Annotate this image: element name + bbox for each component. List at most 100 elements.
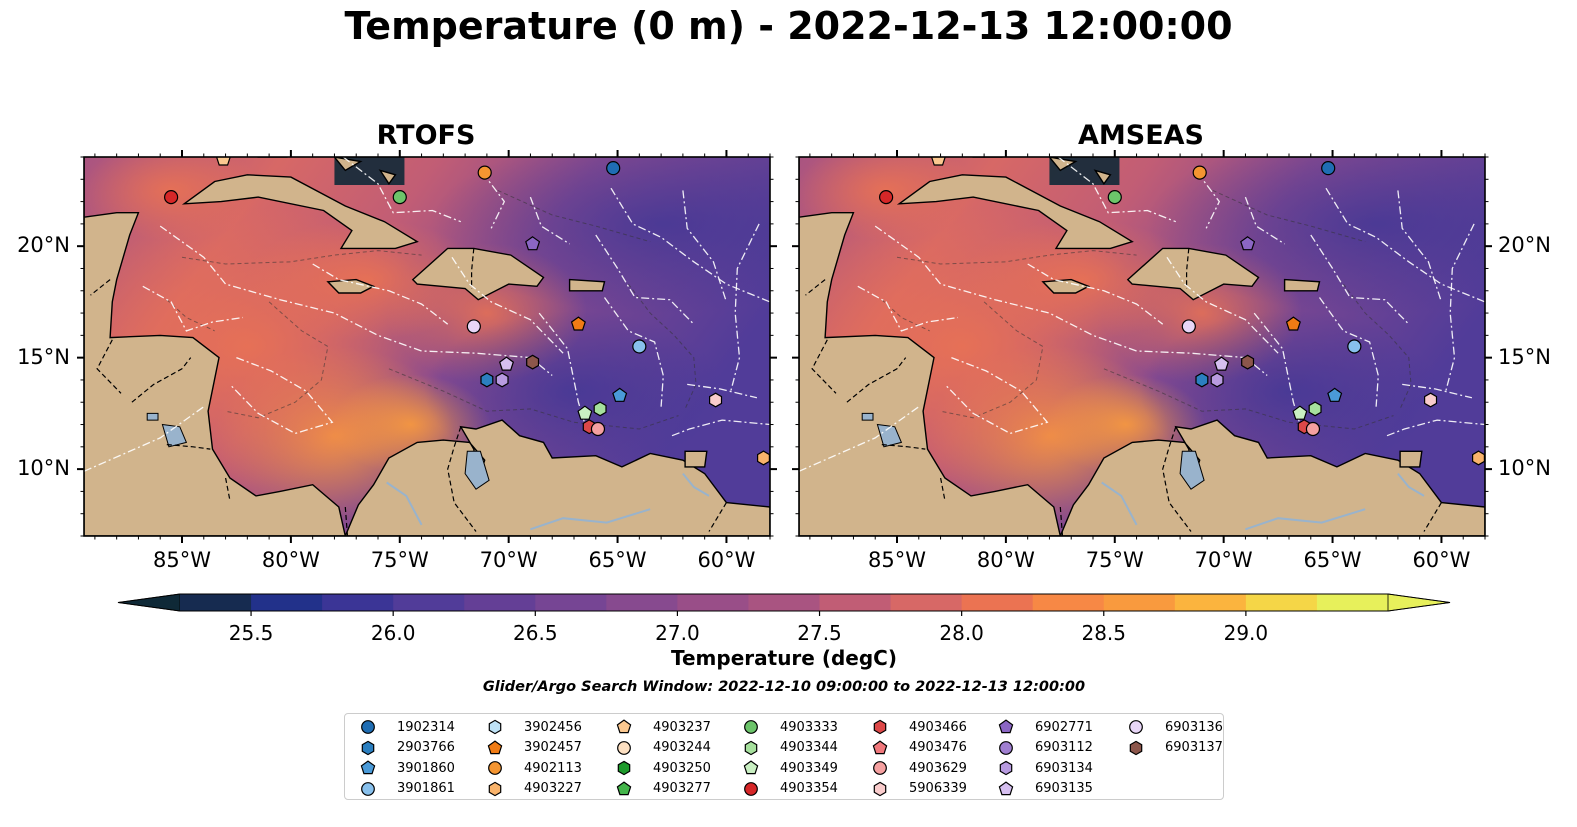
eez-boundary bbox=[1386, 419, 1485, 437]
float-marker-4903344[interactable] bbox=[593, 401, 607, 417]
colorbar-bin bbox=[1245, 594, 1318, 611]
hexagon-marker-icon bbox=[873, 719, 887, 735]
lake-nicaragua bbox=[876, 423, 903, 448]
pentagon-marker-icon bbox=[487, 739, 503, 754]
float-marker-6903137[interactable] bbox=[526, 354, 540, 370]
float-marker-4903333[interactable] bbox=[392, 190, 407, 205]
colorbar-tick-label: 27.5 bbox=[797, 621, 842, 645]
hexagon-marker-icon bbox=[617, 760, 631, 776]
float-marker-6903137[interactable] bbox=[1241, 354, 1255, 370]
country-border bbox=[90, 279, 111, 296]
float-marker-4903237[interactable] bbox=[215, 152, 231, 166]
float-marker-6903136[interactable] bbox=[1181, 319, 1196, 334]
float-marker-4903349[interactable] bbox=[1292, 405, 1308, 420]
map-panel-rtofs bbox=[77, 150, 777, 543]
float-marker-4903354[interactable] bbox=[164, 190, 179, 205]
legend-label: 4903244 bbox=[653, 740, 711, 755]
eez-boundary bbox=[1244, 196, 1285, 245]
lat-tick-label-right: 20°N bbox=[1498, 233, 1551, 258]
legend: 1902314 2903766 3901860 3901861 3902456 39024… bbox=[344, 713, 1224, 800]
land-florida bbox=[257, 157, 288, 158]
float-marker-4903344[interactable] bbox=[1308, 401, 1322, 417]
eez-boundary bbox=[610, 187, 770, 303]
float-marker-4903349[interactable] bbox=[577, 405, 593, 420]
legend-label: 3901861 bbox=[397, 781, 455, 796]
eez-boundary bbox=[451, 256, 564, 354]
lon-tick-label: 65°W bbox=[1303, 548, 1362, 572]
eez-boundary bbox=[159, 225, 553, 377]
float-marker-3901860[interactable] bbox=[1327, 387, 1343, 402]
float-marker-6903136[interactable] bbox=[466, 319, 481, 334]
land-south-america bbox=[1059, 419, 1485, 536]
lat-tick-label-left: 15°N bbox=[17, 344, 70, 369]
float-marker-1902314[interactable] bbox=[1321, 161, 1336, 176]
country-border bbox=[344, 506, 349, 536]
land-trinidad bbox=[1399, 450, 1423, 468]
eez-boundary bbox=[342, 157, 462, 223]
float-marker-4903227[interactable] bbox=[756, 450, 770, 466]
float-marker-6903134[interactable] bbox=[1210, 372, 1224, 388]
eez-boundary bbox=[799, 406, 920, 472]
panel-title-amseas: AMSEAS bbox=[1078, 120, 1204, 151]
eez-boundary bbox=[682, 190, 728, 303]
float-marker-6903135[interactable] bbox=[1213, 356, 1230, 371]
panel-title-rtofs: RTOFS bbox=[376, 120, 476, 151]
colorbar-bin bbox=[961, 594, 1034, 611]
colorbar-tick-label: 29.0 bbox=[1223, 621, 1269, 645]
lon-tick-label: 60°W bbox=[1412, 548, 1471, 572]
float-marker-1902314[interactable] bbox=[606, 161, 621, 176]
eez-boundary bbox=[1397, 190, 1443, 303]
float-marker-4903333[interactable] bbox=[1107, 190, 1122, 205]
lat-tick-label-left: 20°N bbox=[17, 233, 70, 258]
float-marker-6902771[interactable] bbox=[525, 236, 541, 251]
land-hispaniola bbox=[411, 247, 545, 301]
colorbar-bin bbox=[748, 594, 821, 611]
float-marker-3901860[interactable] bbox=[612, 387, 628, 402]
legend-label: 4903466 bbox=[909, 719, 967, 735]
country-border bbox=[166, 444, 211, 450]
pentagon-marker-icon bbox=[998, 719, 1014, 734]
land-south-america bbox=[344, 419, 770, 536]
country-border bbox=[1423, 502, 1442, 532]
float-marker-4903237[interactable] bbox=[930, 152, 946, 166]
float-marker-5906339[interactable] bbox=[1423, 392, 1438, 408]
float-marker-6903134[interactable] bbox=[495, 372, 509, 388]
float-marker-3902457[interactable] bbox=[570, 316, 586, 331]
lon-tick-label: 70°W bbox=[479, 548, 538, 572]
legend-item: 6903134 bbox=[997, 758, 1093, 778]
float-marker-4902113[interactable] bbox=[477, 165, 492, 180]
legend-item: 4903227 bbox=[486, 779, 582, 799]
bathymetry-contour bbox=[181, 250, 422, 265]
colorbar-bin bbox=[606, 594, 678, 611]
float-marker-5906339[interactable] bbox=[708, 392, 723, 408]
legend-label: 5906339 bbox=[909, 781, 967, 796]
legend-label: 3902457 bbox=[524, 740, 582, 755]
float-marker-4903629[interactable] bbox=[1305, 421, 1321, 437]
float-marker-4903354[interactable] bbox=[879, 190, 894, 205]
eez-boundary bbox=[671, 419, 770, 437]
lon-tick-label: 75°W bbox=[1085, 548, 1144, 572]
float-marker-6903135[interactable] bbox=[498, 356, 515, 371]
lon-tick-label: 85°W bbox=[868, 548, 926, 572]
circle-marker-icon bbox=[873, 761, 887, 775]
float-marker-3901861[interactable] bbox=[632, 339, 647, 354]
float-marker-4902113[interactable] bbox=[1192, 165, 1207, 180]
float-marker-4903227[interactable] bbox=[1471, 450, 1485, 466]
float-marker-6902771[interactable] bbox=[1240, 236, 1256, 251]
legend-label: 6903136 bbox=[1165, 719, 1223, 735]
float-marker-3901861[interactable] bbox=[1347, 339, 1362, 354]
float-marker-3902457[interactable] bbox=[1285, 316, 1301, 331]
legend-label: 4903629 bbox=[909, 760, 967, 776]
lat-tick-label-right: 15°N bbox=[1498, 344, 1551, 369]
country-border bbox=[805, 279, 826, 296]
float-marker-4903629[interactable] bbox=[590, 421, 606, 437]
colorbar-bin bbox=[1174, 594, 1247, 611]
legend-item: 4903344 bbox=[742, 738, 838, 758]
land-central-america bbox=[799, 157, 1062, 536]
land-jamaica bbox=[1041, 278, 1091, 294]
float-marker-2903766[interactable] bbox=[480, 372, 494, 388]
colorbar-tick-label: 27.0 bbox=[655, 621, 700, 645]
lake-maracaibo bbox=[464, 450, 490, 490]
float-marker-2903766[interactable] bbox=[1195, 372, 1209, 388]
land-bahamas-a bbox=[1048, 157, 1078, 172]
